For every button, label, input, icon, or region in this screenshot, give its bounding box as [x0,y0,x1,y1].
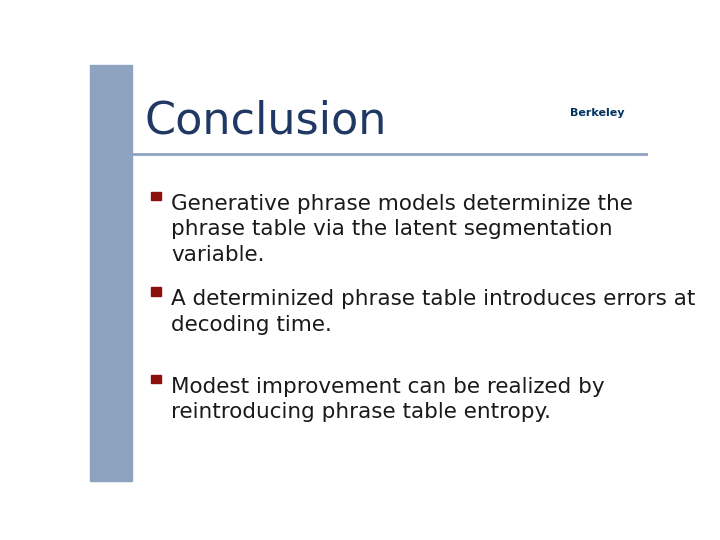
Bar [90,65,132,481]
Bar [150,287,161,295]
Bar [150,192,161,200]
Text: Modest improvement can be realized by
reintroducing phrase table entropy.: Modest improvement can be realized by re… [171,377,605,422]
Text: Conclusion: Conclusion [145,99,387,143]
Bar [150,375,161,383]
Text: A determinized phrase table introduces errors at
decoding time.: A determinized phrase table introduces e… [171,289,696,335]
Text: Generative phrase models determinize the
phrase table via the latent segmentatio: Generative phrase models determinize the… [171,194,633,265]
Text: Berkeley: Berkeley [570,109,624,118]
